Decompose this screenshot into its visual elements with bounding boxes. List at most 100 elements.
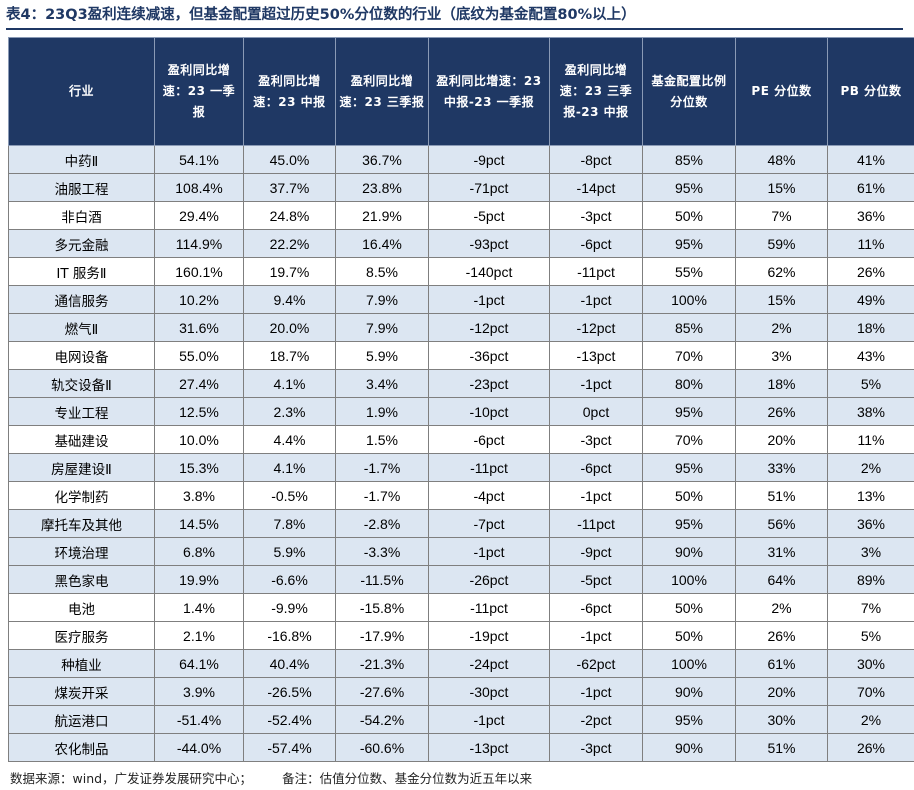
table-row: 种植业 64.1% 40.4% -21.3% -24pct -62pct 100% 61% 30… bbox=[8, 649, 914, 678]
value-cell: -26.5% bbox=[243, 677, 336, 706]
table-row: 环境治理 6.8% 5.9% -3.3% -1pct -9pct 90% 31% 3% bbox=[8, 537, 914, 566]
value-cell: -1pct bbox=[549, 369, 643, 398]
table-header: 行业 盈利同比增速：23 一季报 盈利同比增速：23 中报 盈利同比增速：23 三季报… bbox=[8, 37, 914, 146]
value-cell: -6pct bbox=[549, 229, 643, 258]
value-cell: -26pct bbox=[428, 565, 550, 594]
value-cell: 7.9% bbox=[335, 285, 429, 314]
value-cell: 100% bbox=[642, 285, 736, 314]
value-cell: -30pct bbox=[428, 677, 550, 706]
industry-cell: 医疗服务 bbox=[8, 621, 155, 650]
value-cell: -3pct bbox=[549, 733, 643, 762]
table-row: 电网设备 55.0% 18.7% 5.9% -36pct -13pct 70% 3% 43% bbox=[8, 341, 914, 370]
value-cell: -12pct bbox=[428, 313, 550, 342]
column-header: PE 分位数 bbox=[735, 37, 828, 146]
value-cell: 5% bbox=[827, 369, 914, 398]
value-cell: 61% bbox=[827, 173, 914, 202]
industry-table: 行业 盈利同比增速：23 一季报 盈利同比增速：23 中报 盈利同比增速：23 三季报… bbox=[8, 37, 914, 762]
value-cell: 40.4% bbox=[243, 649, 336, 678]
value-cell: 61% bbox=[735, 649, 828, 678]
industry-cell: 环境治理 bbox=[8, 537, 155, 566]
table-row: 黑色家电 19.9% -6.6% -11.5% -26pct -5pct 100% 64% 89… bbox=[8, 565, 914, 594]
value-cell: 20.0% bbox=[243, 313, 336, 342]
table-row: 中药Ⅱ 54.1% 45.0% 36.7% -9pct -8pct 85% 48% 41% bbox=[8, 145, 914, 174]
industry-cell: IT 服务Ⅱ bbox=[8, 257, 155, 286]
value-cell: 7.9% bbox=[335, 313, 429, 342]
value-cell: -3pct bbox=[549, 425, 643, 454]
industry-cell: 种植业 bbox=[8, 649, 155, 678]
industry-cell: 专业工程 bbox=[8, 397, 155, 426]
table-row: 基础建设 10.0% 4.4% 1.5% -6pct -3pct 70% 20% 11% bbox=[8, 425, 914, 454]
table-row: 轨交设备Ⅱ 27.4% 4.1% 3.4% -23pct -1pct 80% 18% 5% bbox=[8, 369, 914, 398]
value-cell: 64.1% bbox=[154, 649, 244, 678]
value-cell: -6pct bbox=[549, 453, 643, 482]
value-cell: 2% bbox=[735, 313, 828, 342]
industry-cell: 房屋建设Ⅱ bbox=[8, 453, 155, 482]
value-cell: 36% bbox=[827, 201, 914, 230]
value-cell: 37.7% bbox=[243, 173, 336, 202]
value-cell: -7pct bbox=[428, 509, 550, 538]
value-cell: 18% bbox=[735, 369, 828, 398]
value-cell: 12.5% bbox=[154, 397, 244, 426]
column-header: 行业 bbox=[8, 37, 155, 146]
value-cell: 62% bbox=[735, 257, 828, 286]
value-cell: -17.9% bbox=[335, 621, 429, 650]
value-cell: 26% bbox=[735, 621, 828, 650]
column-header: 基金配置比例分位数 bbox=[642, 37, 736, 146]
value-cell: 4.4% bbox=[243, 425, 336, 454]
value-cell: 55% bbox=[642, 257, 736, 286]
value-cell: 51% bbox=[735, 481, 828, 510]
value-cell: 31.6% bbox=[154, 313, 244, 342]
value-cell: -11pct bbox=[549, 509, 643, 538]
table-row: 电池 1.4% -9.9% -15.8% -11pct -6pct 50% 2% 7% bbox=[8, 593, 914, 622]
value-cell: 114.9% bbox=[154, 229, 244, 258]
industry-cell: 摩托车及其他 bbox=[8, 509, 155, 538]
value-cell: 1.9% bbox=[335, 397, 429, 426]
table-body: 中药Ⅱ 54.1% 45.0% 36.7% -9pct -8pct 85% 48% 41% 油服工… bbox=[8, 145, 914, 762]
table-row: 非白酒 29.4% 24.8% 21.9% -5pct -3pct 50% 7% 36% bbox=[8, 201, 914, 230]
value-cell: -9.9% bbox=[243, 593, 336, 622]
value-cell: 3.9% bbox=[154, 677, 244, 706]
value-cell: -1pct bbox=[428, 537, 550, 566]
value-cell: 50% bbox=[642, 621, 736, 650]
value-cell: 90% bbox=[642, 733, 736, 762]
table-row: 化学制药 3.8% -0.5% -1.7% -4pct -1pct 50% 51% 13% bbox=[8, 481, 914, 510]
value-cell: -52.4% bbox=[243, 705, 336, 734]
value-cell: 85% bbox=[642, 313, 736, 342]
value-cell: -1pct bbox=[549, 677, 643, 706]
value-cell: -2.8% bbox=[335, 509, 429, 538]
value-cell: 11% bbox=[827, 425, 914, 454]
value-cell: 50% bbox=[642, 201, 736, 230]
value-cell: 90% bbox=[642, 537, 736, 566]
value-cell: -1pct bbox=[428, 705, 550, 734]
table-row: 多元金融 114.9% 22.2% 16.4% -93pct -6pct 95% 59% 11% bbox=[8, 229, 914, 258]
table-row: 摩托车及其他 14.5% 7.8% -2.8% -7pct -11pct 95% 56% 36% bbox=[8, 509, 914, 538]
value-cell: 22.2% bbox=[243, 229, 336, 258]
value-cell: -140pct bbox=[428, 257, 550, 286]
value-cell: -1pct bbox=[428, 285, 550, 314]
value-cell: 89% bbox=[827, 565, 914, 594]
value-cell: 7% bbox=[735, 201, 828, 230]
value-cell: 100% bbox=[642, 565, 736, 594]
value-cell: 3.8% bbox=[154, 481, 244, 510]
value-cell: 41% bbox=[827, 145, 914, 174]
value-cell: 2% bbox=[827, 453, 914, 482]
value-cell: 85% bbox=[642, 145, 736, 174]
value-cell: -21.3% bbox=[335, 649, 429, 678]
value-cell: 48% bbox=[735, 145, 828, 174]
value-cell: -36pct bbox=[428, 341, 550, 370]
industry-cell: 燃气Ⅱ bbox=[8, 313, 155, 342]
value-cell: -13pct bbox=[428, 733, 550, 762]
value-cell: -24pct bbox=[428, 649, 550, 678]
column-header: 盈利同比增速：23 三季报-23 中报 bbox=[549, 37, 643, 146]
value-cell: 2% bbox=[827, 705, 914, 734]
value-cell: -11pct bbox=[428, 593, 550, 622]
value-cell: 10.0% bbox=[154, 425, 244, 454]
industry-cell: 通信服务 bbox=[8, 285, 155, 314]
value-cell: 21.9% bbox=[335, 201, 429, 230]
industry-cell: 化学制药 bbox=[8, 481, 155, 510]
value-cell: 5% bbox=[827, 621, 914, 650]
value-cell: 11% bbox=[827, 229, 914, 258]
industry-cell: 电池 bbox=[8, 593, 155, 622]
value-cell: 80% bbox=[642, 369, 736, 398]
value-cell: 30% bbox=[735, 705, 828, 734]
